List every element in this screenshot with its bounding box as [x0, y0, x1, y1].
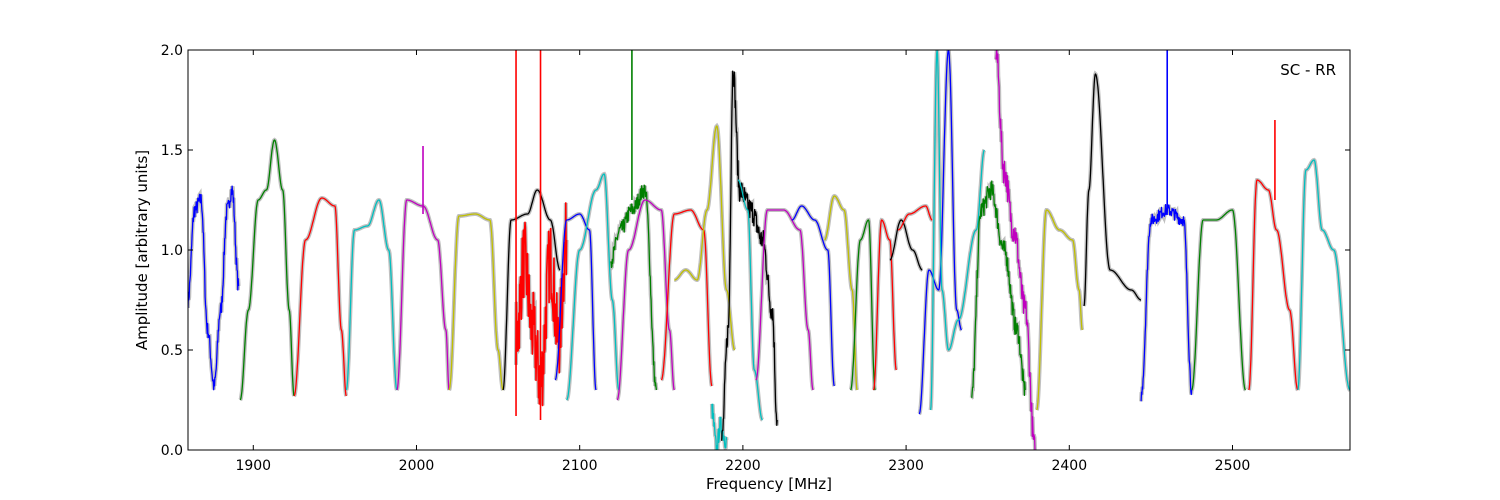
x-tick-label: 2000 — [399, 458, 435, 474]
series-line-3 — [293, 197, 347, 397]
series-line-24 — [897, 205, 933, 231]
series-line-14 — [674, 125, 736, 351]
series-line-25 — [918, 50, 962, 415]
series-line-29 — [1036, 209, 1083, 411]
x-tick-label: 2500 — [1215, 458, 1251, 474]
series-line-28 — [995, 50, 1036, 450]
series-line-6 — [448, 213, 504, 391]
series-line-34 — [1297, 159, 1350, 391]
y-axis: 0.0 0.5 1.0 1.5 2.0 — [161, 43, 1350, 459]
x-axis: 1900 2000 2100 2200 2300 2400 2500 — [235, 50, 1250, 474]
series-line-27 — [971, 180, 1026, 399]
x-tick-label: 2300 — [888, 458, 924, 474]
series-line-1 — [188, 185, 240, 391]
series-layer — [188, 50, 1350, 450]
series-line-30 — [1083, 73, 1142, 307]
series-line-21 — [850, 219, 876, 391]
series-line-32 — [1191, 209, 1247, 391]
series-line-9 — [554, 213, 597, 391]
y-tick-label: 0.5 — [161, 343, 183, 359]
series-line-11 — [610, 184, 658, 391]
series-line-26 — [929, 50, 985, 411]
y-tick-label: 1.5 — [161, 143, 183, 159]
y-axis-label: Amplitude [arbitrary units] — [133, 150, 151, 350]
series-line-4 — [345, 199, 398, 391]
y-tick-label: 1.0 — [161, 243, 183, 259]
series-line-18 — [755, 209, 814, 391]
series-line-31 — [1140, 203, 1193, 402]
series-line-22 — [872, 219, 897, 391]
plot-area — [188, 50, 1350, 450]
annotation-label: SC - RR — [1280, 61, 1336, 79]
series-line-10 — [566, 173, 620, 401]
series-line-23 — [889, 219, 923, 271]
series-line-33 — [1248, 179, 1299, 391]
series-line-12 — [616, 199, 675, 401]
x-tick-label: 2400 — [1051, 458, 1087, 474]
series-line-20 — [824, 195, 858, 391]
x-axis-label: Frequency [MHz] — [706, 475, 832, 493]
x-tick-label: 2100 — [562, 458, 598, 474]
series-line-16 — [721, 70, 778, 441]
series-line-2 — [239, 139, 295, 401]
x-tick-label: 2200 — [725, 458, 761, 474]
y-tick-label: 2.0 — [161, 43, 183, 59]
series-line-7 — [502, 189, 561, 391]
series-line-19 — [791, 205, 835, 387]
x-tick-label: 1900 — [235, 458, 271, 474]
series-line-17 — [737, 179, 763, 421]
y-tick-label: 0.0 — [161, 443, 183, 459]
series-line-15 — [711, 403, 728, 450]
